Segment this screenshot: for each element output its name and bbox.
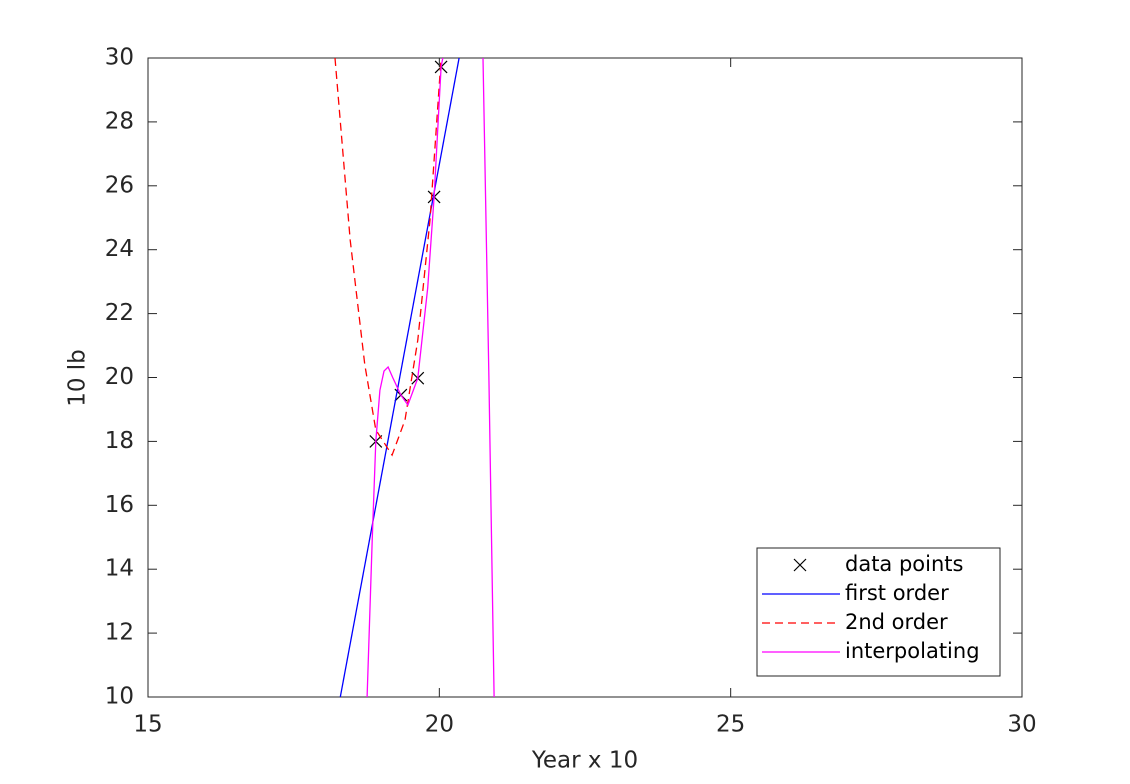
x-tick-label: 30 <box>1007 712 1036 738</box>
series-line <box>334 58 442 457</box>
legend-label: interpolating <box>845 639 980 663</box>
y-tick-label: 26 <box>105 172 134 198</box>
plot-lines <box>334 58 495 697</box>
legend-label: data points <box>845 552 963 576</box>
x-tick-label: 25 <box>716 712 745 738</box>
x-tick-label: 15 <box>133 712 162 738</box>
legend-marker <box>793 558 807 572</box>
legend-label: first order <box>845 581 949 605</box>
y-tick-label: 22 <box>105 300 134 326</box>
y-tick-label: 10 <box>105 684 134 710</box>
y-tick-label: 30 <box>105 45 134 71</box>
x-tick-label: 20 <box>425 712 454 738</box>
y-tick-label: 12 <box>105 620 134 646</box>
x-axis-label: Year x 10 <box>531 748 638 774</box>
y-tick-label: 20 <box>105 364 134 390</box>
y-tick-label: 18 <box>105 428 134 454</box>
y-axis-label: 10 lb <box>65 349 91 407</box>
legend-box <box>756 547 1001 677</box>
y-tick-label: 14 <box>105 556 134 582</box>
y-tick-label: 28 <box>105 108 134 134</box>
legend: data points first order 2nd order interpola… <box>756 547 1001 677</box>
series-line <box>339 58 460 697</box>
legend-label: 2nd order <box>845 610 948 634</box>
y-tick-label: 24 <box>105 236 134 262</box>
series-line <box>366 58 495 697</box>
y-tick-label: 16 <box>105 492 134 518</box>
